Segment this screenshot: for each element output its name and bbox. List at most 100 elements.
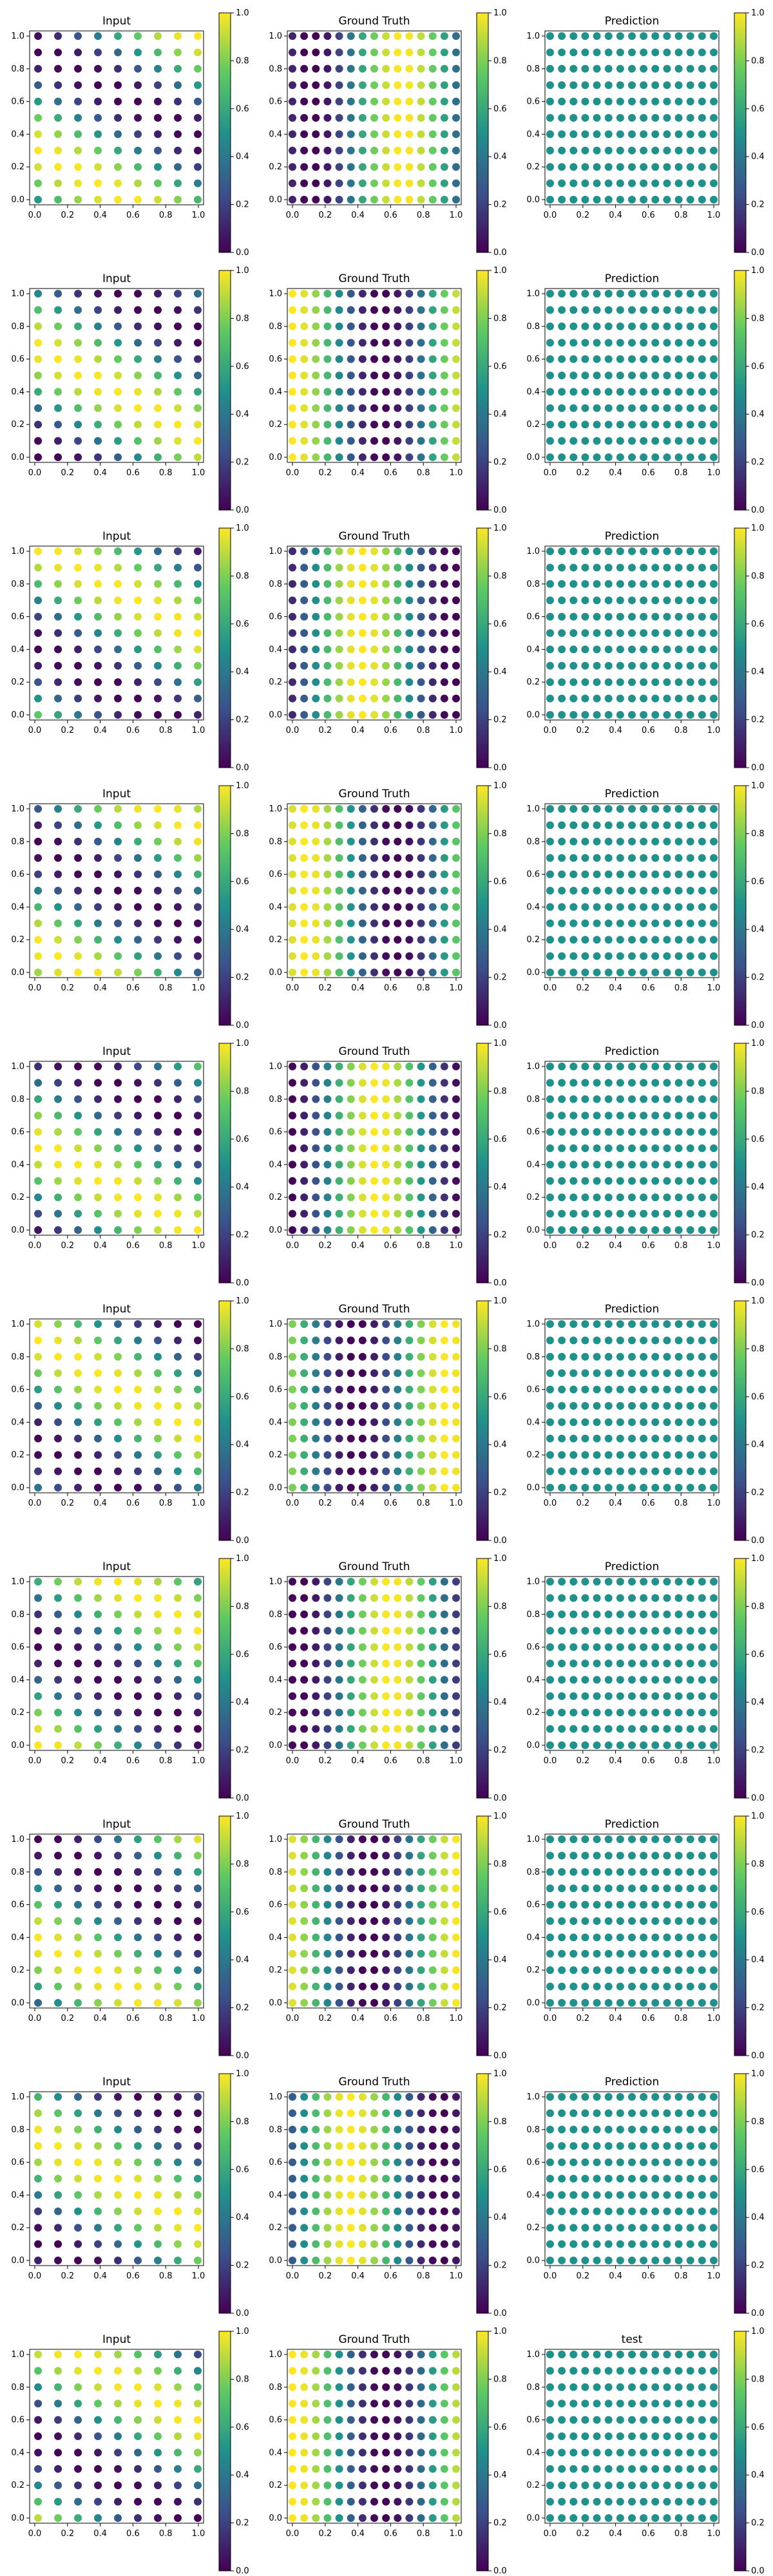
scatter-point (428, 1725, 437, 1733)
colorbar-tick-label: 0.2 (236, 715, 249, 725)
scatter-point (382, 1627, 390, 1635)
scatter-point (370, 1128, 378, 1136)
scatter-point (428, 1209, 437, 1218)
y-tick-label: 0.6 (526, 1128, 540, 1137)
scatter-point (382, 1209, 390, 1218)
scatter-point (114, 1594, 122, 1602)
scatter-point (686, 1610, 694, 1618)
scatter-point (300, 81, 309, 90)
scatter-point (663, 290, 671, 298)
scatter-point (581, 306, 589, 314)
x-tick-label: 0.8 (674, 726, 688, 735)
y-tick-label: 0.6 (526, 612, 540, 622)
scatter-point (604, 146, 613, 155)
scatter-point (54, 1402, 62, 1410)
scatter-point (134, 1709, 142, 1717)
scatter-point (604, 306, 613, 314)
scatter-point (651, 1063, 660, 1070)
scatter-point (193, 1610, 202, 1618)
x-tick-label: 0.4 (93, 983, 107, 993)
scatter-point (686, 1418, 694, 1426)
scatter-point (154, 1627, 162, 1635)
scatter-point (193, 388, 202, 396)
scatter-point (358, 1643, 367, 1651)
scatter-point (358, 388, 367, 396)
scatter-point (154, 1418, 162, 1426)
scatter-point (616, 1063, 624, 1070)
scatter-point (417, 1144, 425, 1152)
y-tick-label: 0.0 (11, 1741, 24, 1750)
scatter-point (347, 1610, 355, 1618)
scatter-point (289, 146, 296, 155)
scatter-point (154, 629, 162, 637)
scatter-point (358, 81, 367, 90)
scatter-point (323, 1112, 332, 1120)
scatter-point (663, 1095, 671, 1103)
scatter-point (74, 887, 82, 895)
scatter-point (569, 1999, 578, 2007)
scatter-point (440, 805, 448, 813)
scatter-point (394, 1660, 402, 1667)
colorbar-tick-label: 1.0 (493, 2069, 507, 2079)
scatter-point (558, 805, 566, 813)
scatter-point (628, 612, 636, 621)
scatter-point (546, 1112, 554, 1120)
scatter-point (440, 163, 448, 171)
scatter-point (335, 339, 343, 347)
scatter-point (628, 2142, 636, 2150)
scatter-point (370, 1676, 378, 1684)
scatter-point (417, 1434, 425, 1443)
scatter-point (358, 114, 367, 122)
colorbar (218, 1558, 231, 1799)
scatter-point (558, 339, 566, 347)
scatter-point (569, 711, 578, 719)
scatter-point (640, 547, 648, 555)
scatter-points (34, 1578, 202, 1749)
scatter-point (698, 1627, 706, 1635)
scatter-point (154, 2257, 162, 2264)
scatter-point (604, 179, 613, 187)
scatter-point (134, 1209, 142, 1218)
scatter-point (74, 48, 82, 57)
y-tick-label: 1.0 (269, 1320, 282, 1329)
scatter-point (698, 1209, 706, 1218)
scatter-point (640, 1467, 648, 1475)
scatter-point (382, 870, 390, 878)
x-tick-label: 0.2 (318, 1756, 332, 1766)
scatter-point (370, 903, 378, 911)
scatter-point (382, 97, 390, 106)
scatter-point (34, 821, 43, 829)
scatter-point (114, 32, 122, 40)
scatter-point (428, 64, 437, 73)
scatter-point (94, 821, 102, 829)
scatter-point (663, 2257, 671, 2264)
scatter-point (114, 388, 122, 396)
scatter-point (604, 1660, 613, 1667)
scatter-point (312, 596, 320, 605)
scatter-point (34, 1144, 43, 1152)
scatter-point (173, 1917, 182, 1925)
scatter-point (154, 678, 162, 687)
scatter-point (593, 821, 601, 829)
scatter-point (651, 306, 660, 314)
scatter-point (289, 1852, 296, 1860)
colorbar-tick-label: 0.2 (493, 200, 507, 210)
colorbar-tick-label: 0.6 (236, 620, 249, 629)
scatter-point (34, 1627, 43, 1635)
scatter-point (452, 1079, 460, 1087)
axes-frame (544, 1061, 720, 1236)
y-tick-label: 1.0 (11, 1577, 24, 1587)
scatter-point (289, 64, 296, 73)
scatter-point (154, 1369, 162, 1378)
scatter-point (710, 179, 718, 187)
x-tick-label: 0.0 (28, 1756, 42, 1766)
scatter-point (651, 612, 660, 621)
scatter-point (640, 564, 648, 572)
scatter-point (593, 1835, 601, 1843)
scatter-point (312, 1418, 320, 1426)
scatter-point (674, 1385, 683, 1394)
y-tick-label: 0.0 (526, 2256, 540, 2266)
scatter-point (405, 2109, 414, 2117)
